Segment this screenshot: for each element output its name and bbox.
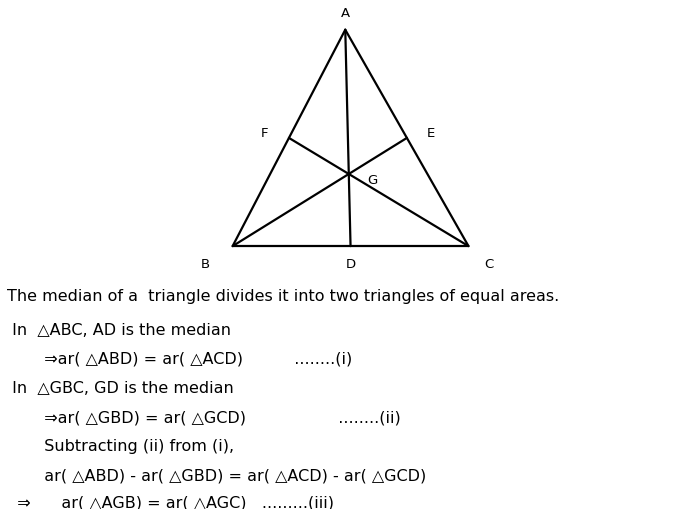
Text: E: E	[427, 127, 435, 140]
Text: ⇒ar( △GBD) = ar( △GCD)                  ........(ii): ⇒ar( △GBD) = ar( △GCD) ........(ii)	[34, 409, 401, 425]
Text: In  △GBC, GD is the median: In △GBC, GD is the median	[7, 380, 234, 395]
Text: F: F	[261, 127, 269, 140]
Text: B: B	[201, 257, 210, 270]
Text: The median of a  triangle divides it into two triangles of equal areas.: The median of a triangle divides it into…	[7, 288, 559, 303]
Text: ⇒ar( △ABD) = ar( △ACD)          ........(i): ⇒ar( △ABD) = ar( △ACD) ........(i)	[34, 351, 352, 366]
Text: ⇒      ar( △AGB) = ar( △AGC)   .........(iii): ⇒ ar( △AGB) = ar( △AGC) .........(iii)	[7, 494, 334, 509]
Text: G: G	[368, 174, 378, 187]
Text: C: C	[484, 257, 494, 270]
Text: D: D	[345, 257, 355, 270]
Text: ar( △ABD) - ar( △GBD) = ar( △ACD) - ar( △GCD): ar( △ABD) - ar( △GBD) = ar( △ACD) - ar( …	[34, 468, 426, 483]
Text: In  △ABC, AD is the median: In △ABC, AD is the median	[7, 322, 231, 337]
Text: A: A	[341, 7, 350, 20]
Text: Subtracting (ii) from (i),: Subtracting (ii) from (i),	[34, 438, 234, 454]
